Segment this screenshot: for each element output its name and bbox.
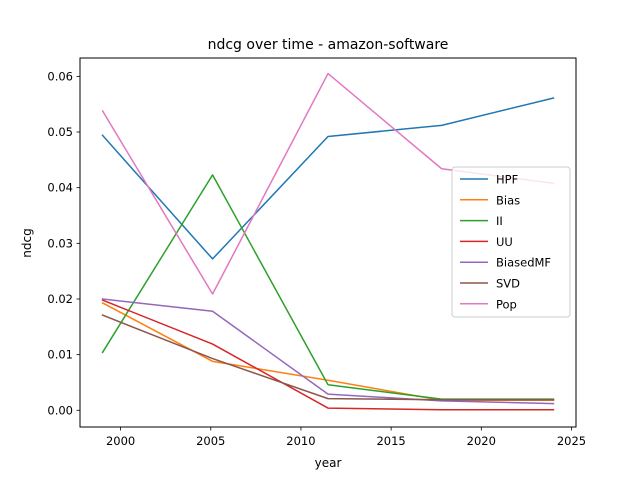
legend-label-svd: SVD: [496, 277, 520, 291]
series-line-svd: [101, 314, 555, 401]
series-line-hpf: [101, 97, 555, 260]
legend: HPF Bias II UU BiasedMF SVD Pop: [451, 166, 571, 318]
chart-title: ndcg over time - amazon-software: [208, 37, 449, 53]
y-axis-label: ndcg: [20, 228, 34, 257]
x-axis-label: year: [315, 456, 342, 470]
legend-label-bias: Bias: [496, 193, 520, 207]
x-tick-label: 2005: [196, 434, 225, 448]
x-tick-label: 2010: [286, 434, 315, 448]
plot-area-frame: [79, 57, 577, 428]
y-tick-label: 0.00: [47, 403, 73, 417]
axis-ticks: 2000 2005 2010 2015 2020 2025 0.00 0.01 0.02 0.03…: [47, 69, 586, 448]
y-tick-label: 0.02: [47, 292, 73, 306]
series-line-uu: [101, 299, 555, 411]
legend-label-hpf: HPF: [496, 173, 518, 187]
legend-label-pop: Pop: [496, 297, 517, 311]
x-tick-label: 2000: [106, 434, 135, 448]
series-line-biasedmf: [101, 298, 555, 405]
x-tick-label: 2020: [467, 434, 496, 448]
y-tick-label: 0.03: [47, 236, 73, 250]
legend-label-uu: UU: [496, 235, 513, 249]
y-tick-label: 0.05: [47, 125, 73, 139]
y-tick-label: 0.01: [47, 348, 73, 362]
x-tick-label: 2025: [557, 434, 586, 448]
legend-box: [451, 166, 571, 318]
legend-label-biasedmf: BiasedMF: [496, 256, 551, 270]
legend-label-ii: II: [496, 214, 503, 228]
y-tick-label: 0.04: [47, 181, 73, 195]
y-tick-label: 0.06: [47, 69, 73, 83]
x-tick-label: 2015: [376, 434, 405, 448]
